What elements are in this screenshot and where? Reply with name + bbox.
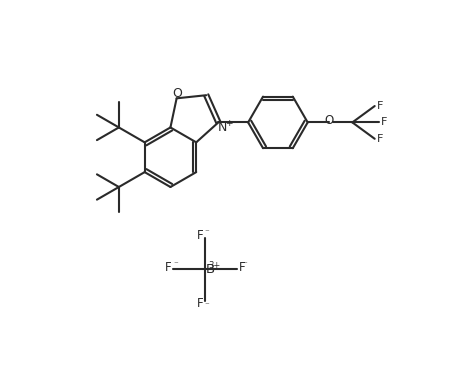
Text: F: F: [196, 297, 203, 310]
Text: ⁻: ⁻: [242, 260, 247, 269]
Text: F: F: [239, 261, 246, 274]
Text: B: B: [206, 263, 215, 276]
Text: ⁻: ⁻: [205, 228, 210, 237]
Text: O: O: [324, 114, 333, 127]
Text: F: F: [381, 117, 387, 128]
Text: F: F: [376, 101, 383, 111]
Text: 3+: 3+: [208, 261, 220, 270]
Text: F: F: [165, 261, 171, 274]
Text: N: N: [218, 121, 227, 134]
Text: F: F: [196, 229, 203, 242]
Text: +: +: [225, 119, 233, 128]
Text: O: O: [173, 87, 183, 100]
Text: F: F: [376, 134, 383, 144]
Text: ⁻: ⁻: [205, 302, 210, 310]
Text: ⁻: ⁻: [173, 260, 178, 269]
